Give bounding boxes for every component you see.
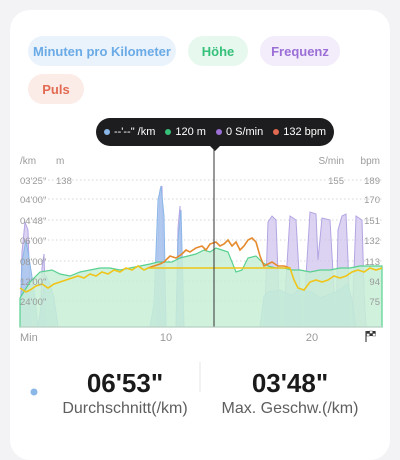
heart-tick: 151 (364, 216, 380, 227)
pace-tick: 06'00" (20, 236, 46, 247)
heart-dot-icon (273, 129, 280, 135)
filter-chip-altitude[interactable]: Höhe (188, 36, 248, 66)
heart-tick: 75 (369, 297, 380, 308)
cadence-dot-icon (215, 129, 222, 135)
heart-tick: 189 (364, 176, 380, 187)
workout-chart[interactable]: /km m S/min bpm 03'25" 04'00" 04'48" 06'… (0, 0, 400, 450)
pace-tick-labels: 03'25" 04'00" 04'48" 06'00" 08'00" 12'00… (20, 176, 46, 308)
right-unit-cadence: S/min (318, 156, 344, 167)
altitude-dot-icon (165, 129, 172, 135)
left-unit-pace: /km (20, 156, 36, 167)
filter-chip-cadence[interactable]: Frequenz (260, 36, 340, 66)
pace-dot-icon (103, 129, 110, 135)
heart-tick: 170 (364, 195, 380, 206)
heart-tick-labels: 189 170 151 132 113 94 75 (364, 176, 380, 308)
tooltip-pointer (209, 145, 221, 151)
cadence-top-tick: 155 (328, 176, 344, 187)
chart-tooltip: --'--" /km 120 m 0 S/min 132 bpm (96, 118, 334, 146)
tooltip-cadence: 0 S/min (213, 126, 266, 138)
pace-tick: 04'00" (20, 195, 46, 206)
tooltip-pace: --'--" /km (101, 126, 158, 138)
max-speed-label: Max. Geschw.(/km) (221, 400, 359, 417)
pace-tick: 08'00" (20, 257, 46, 268)
tooltip-heart: 132 bpm (270, 126, 329, 138)
pace-tick: 03'25" (20, 176, 46, 187)
pace-tick: 24'00" (20, 297, 46, 308)
tooltip-cadence-value: 0 S/min (225, 126, 264, 138)
heart-tick: 132 (364, 236, 380, 247)
tooltip-altitude-value: 120 m (175, 126, 206, 138)
pace-tick: 04'48" (20, 216, 46, 227)
x-tick-label: 10 (160, 332, 172, 344)
average-pace-value: 06'53" (86, 368, 164, 398)
pace-legend-dot (30, 388, 38, 396)
altitude-area (19, 247, 383, 328)
tooltip-pace-value: --'--" /km (113, 126, 156, 138)
pace-tick: 12'00" (20, 277, 46, 288)
filter-chip-heart-rate[interactable]: Puls (28, 74, 84, 104)
heart-tick: 113 (365, 257, 380, 268)
tooltip-heart-value: 132 bpm (283, 126, 327, 138)
finish-flag-icon (365, 330, 376, 342)
max-speed-value: 03'48" (251, 368, 329, 398)
left-unit-altitude: m (56, 156, 64, 167)
altitude-top-tick: 138 (56, 176, 72, 187)
right-unit-heart: bpm (361, 156, 380, 167)
filter-chip-pace[interactable]: Minuten pro Kilometer (28, 36, 176, 66)
x-tick-label: 20 (306, 332, 318, 344)
heart-rate-line (147, 237, 291, 269)
average-pace-label: Durchschnitt(/km) (62, 400, 188, 417)
heart-tick: 94 (369, 277, 380, 288)
x-axis-start-label: Min (20, 332, 38, 344)
tooltip-altitude: 120 m (162, 126, 209, 138)
pace-line (19, 265, 383, 293)
